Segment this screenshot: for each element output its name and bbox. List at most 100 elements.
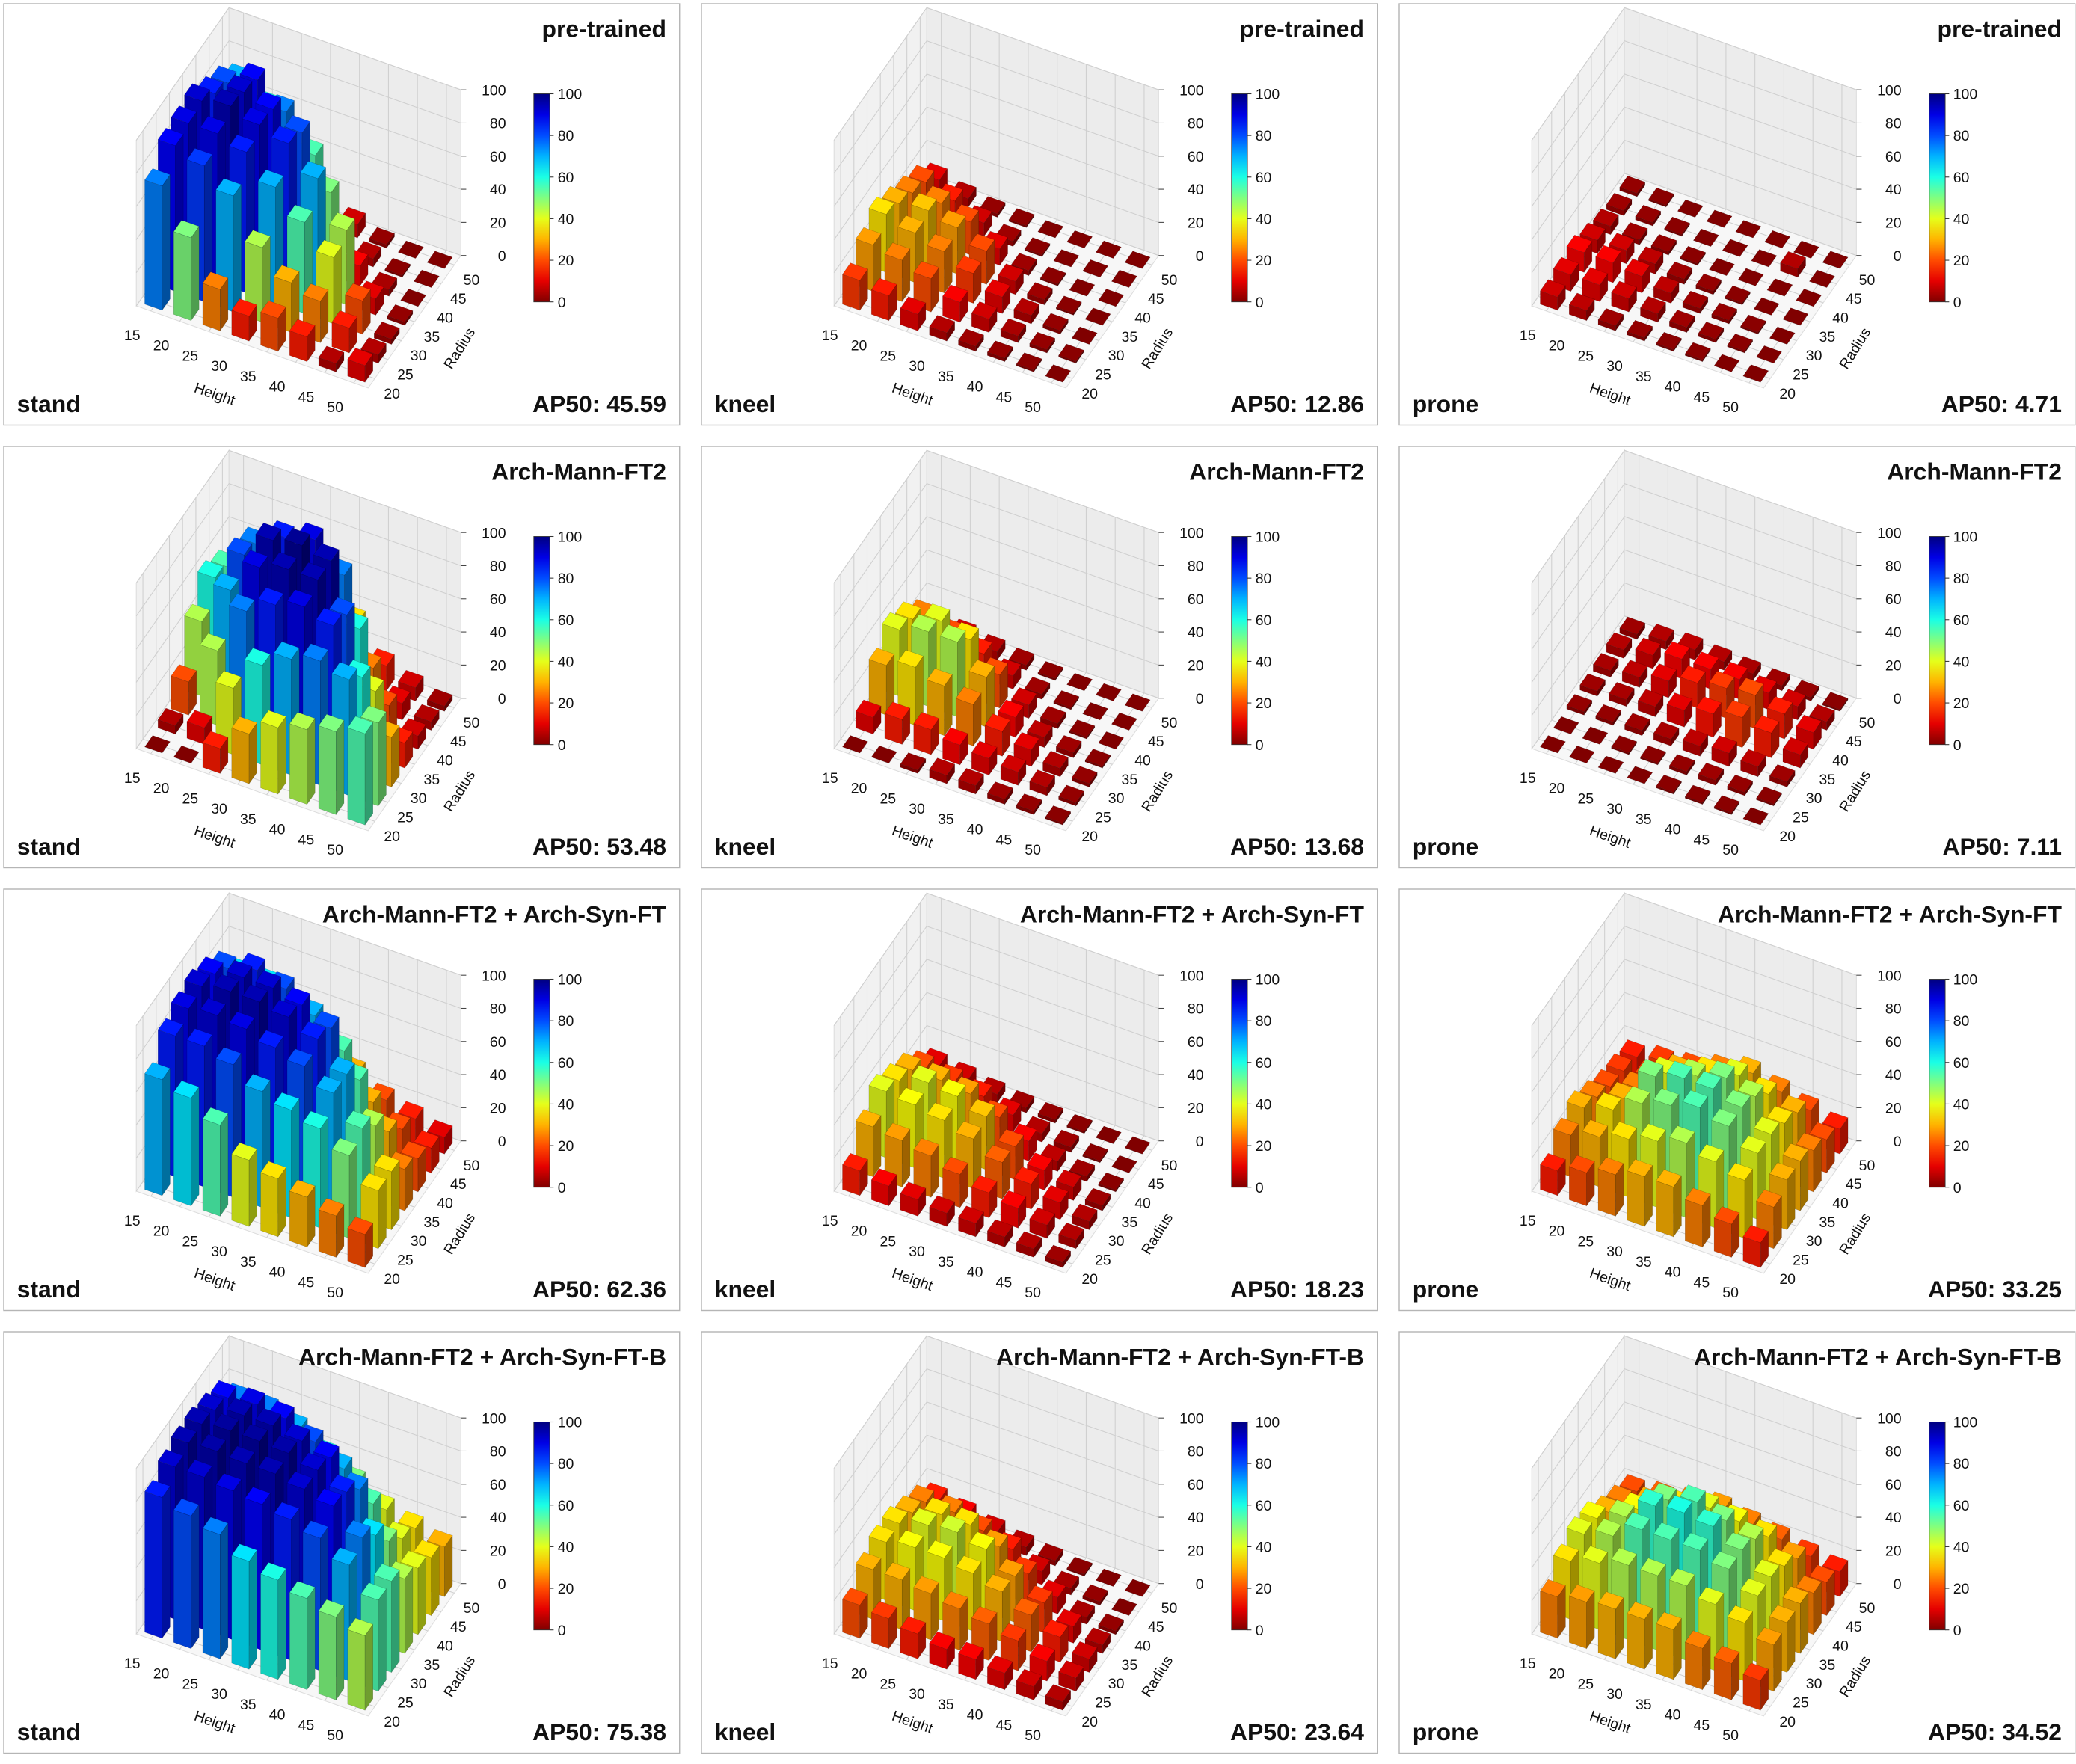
bar-top: [360, 705, 387, 724]
bar: [1029, 331, 1056, 354]
bar: [1053, 690, 1080, 710]
bar-top: [1621, 222, 1648, 241]
x-tick-label: 35: [1636, 369, 1652, 385]
bar-top: [911, 1508, 937, 1526]
bar-top: [302, 1520, 329, 1539]
bar-top: [913, 712, 940, 731]
z-tick-label: 40: [1188, 1510, 1204, 1526]
bar: [1725, 700, 1751, 749]
z-tick-label: 20: [1885, 215, 1902, 231]
bar: [173, 1498, 200, 1650]
bar-top: [1711, 735, 1738, 754]
bar: [900, 752, 927, 775]
bar: [1027, 282, 1053, 306]
bar-top: [968, 1531, 995, 1550]
bar-top: [924, 1497, 951, 1516]
bar-top: [1082, 1584, 1108, 1602]
bar-top: [1656, 1169, 1682, 1187]
bar-top: [202, 271, 229, 290]
bar-top: [197, 560, 224, 579]
y-tick-label: 25: [1095, 809, 1111, 826]
bar-top: [345, 283, 371, 301]
bar-top: [1737, 677, 1764, 696]
bar: [245, 230, 271, 323]
bar-top: [1540, 1579, 1566, 1597]
bar: [1822, 692, 1849, 713]
bar-top: [387, 304, 414, 323]
x-tick-label: 30: [1606, 801, 1623, 817]
bar-top: [855, 699, 882, 718]
bar-top: [1619, 1474, 1646, 1493]
bar-top: [1000, 754, 1027, 772]
bar-side: [191, 1086, 200, 1207]
panel-title: pre-trained: [1240, 15, 1365, 42]
colorbar-tick-label: 100: [1953, 529, 1978, 546]
bar: [1568, 292, 1595, 322]
bar-side: [364, 722, 373, 826]
y-tick-label: 50: [464, 272, 480, 289]
bar-top: [942, 284, 968, 303]
grid-line: [833, 40, 1159, 174]
bar: [1766, 278, 1793, 297]
bar: [1751, 249, 1778, 268]
bar: [1648, 623, 1674, 651]
bar: [900, 1181, 927, 1217]
bar: [842, 262, 868, 311]
colorbar-tick-label: 40: [558, 654, 574, 671]
bar-top: [202, 731, 229, 749]
bar-top: [226, 959, 253, 978]
bar-top: [942, 727, 968, 746]
z-tick-label: 60: [490, 1034, 506, 1051]
bar-top: [271, 552, 298, 571]
bar-side: [162, 1067, 171, 1196]
bar-top: [1822, 1111, 1849, 1130]
bar-top: [1656, 1611, 1682, 1630]
panel-title: Arch-Mann-FT2 + Arch-Syn-FT: [1020, 900, 1365, 927]
bar-top: [1650, 233, 1677, 253]
bar: [1698, 762, 1725, 787]
bar: [942, 727, 968, 766]
bar-top: [242, 107, 268, 126]
y-tick-label: 30: [1108, 1676, 1125, 1692]
bar-top: [260, 1161, 286, 1179]
bar-top: [971, 1175, 998, 1193]
bar: [1698, 322, 1725, 344]
bar-top: [900, 296, 927, 315]
bar: [1042, 750, 1069, 778]
bar: [260, 300, 286, 352]
bar-top: [242, 550, 268, 568]
colorbar-tick-label: 0: [1953, 737, 1962, 754]
x-tick-label: 15: [822, 1656, 838, 1672]
bar: [1095, 1568, 1122, 1587]
bar-top: [1582, 726, 1609, 745]
bar: [986, 1219, 1013, 1248]
bar-top: [1597, 1591, 1624, 1610]
bar-top: [1666, 1060, 1693, 1079]
bar-top: [1553, 256, 1579, 275]
bar-top: [1740, 1578, 1766, 1596]
bar: [1037, 220, 1064, 239]
bar-top: [1742, 364, 1769, 383]
y-tick-label: 25: [397, 1694, 414, 1711]
grid-line: [833, 449, 1159, 583]
bar-top: [1595, 1518, 1622, 1537]
x-tick-label: 40: [269, 379, 286, 396]
bar-side: [378, 1178, 387, 1250]
colorbar-tick-label: 20: [1953, 695, 1970, 712]
bar-side: [378, 710, 387, 807]
bar-top: [998, 1128, 1025, 1147]
bar-top: [1071, 766, 1098, 784]
x-tick-label: 40: [967, 822, 983, 838]
y-tick-label: 35: [424, 1657, 440, 1674]
bar: [1692, 228, 1719, 247]
colorbar-tick-label: 40: [1256, 1097, 1272, 1113]
bar-top: [426, 1528, 453, 1548]
colorbar: [1231, 979, 1248, 1188]
bar-top: [1809, 269, 1835, 288]
y-tick-label: 40: [437, 1196, 453, 1212]
bar-top: [286, 589, 313, 608]
bar-top: [1780, 1095, 1806, 1113]
grid-line: [1531, 1368, 1857, 1502]
bar-top: [1822, 1554, 1849, 1573]
bar-top: [1782, 737, 1809, 755]
